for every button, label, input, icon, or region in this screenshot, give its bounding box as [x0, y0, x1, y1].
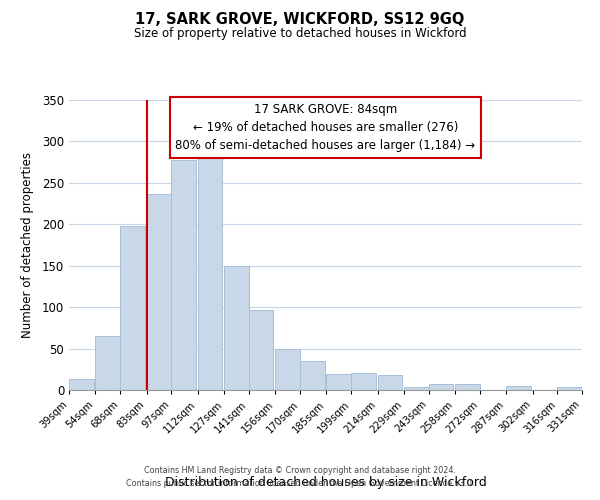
Bar: [95, 336, 120, 390]
Bar: [455, 384, 480, 390]
Bar: [69, 379, 94, 390]
Bar: [404, 386, 428, 390]
Bar: [377, 375, 402, 390]
Bar: [197, 150, 223, 390]
Bar: [506, 386, 531, 390]
Bar: [120, 226, 145, 390]
Y-axis label: Number of detached properties: Number of detached properties: [20, 152, 34, 338]
Bar: [300, 361, 325, 390]
Bar: [249, 310, 274, 390]
Bar: [351, 374, 376, 390]
Bar: [171, 160, 196, 390]
X-axis label: Distribution of detached houses by size in Wickford: Distribution of detached houses by size …: [164, 476, 487, 490]
Bar: [275, 350, 300, 390]
Bar: [326, 374, 351, 390]
Text: Size of property relative to detached houses in Wickford: Size of property relative to detached ho…: [134, 28, 466, 40]
Text: Contains HM Land Registry data © Crown copyright and database right 2024.
Contai: Contains HM Land Registry data © Crown c…: [126, 466, 474, 487]
Bar: [146, 194, 171, 390]
Bar: [557, 386, 582, 390]
Bar: [224, 266, 249, 390]
Text: 17, SARK GROVE, WICKFORD, SS12 9GQ: 17, SARK GROVE, WICKFORD, SS12 9GQ: [136, 12, 464, 28]
Bar: [428, 384, 454, 390]
Text: 17 SARK GROVE: 84sqm
← 19% of detached houses are smaller (276)
80% of semi-deta: 17 SARK GROVE: 84sqm ← 19% of detached h…: [175, 103, 476, 152]
